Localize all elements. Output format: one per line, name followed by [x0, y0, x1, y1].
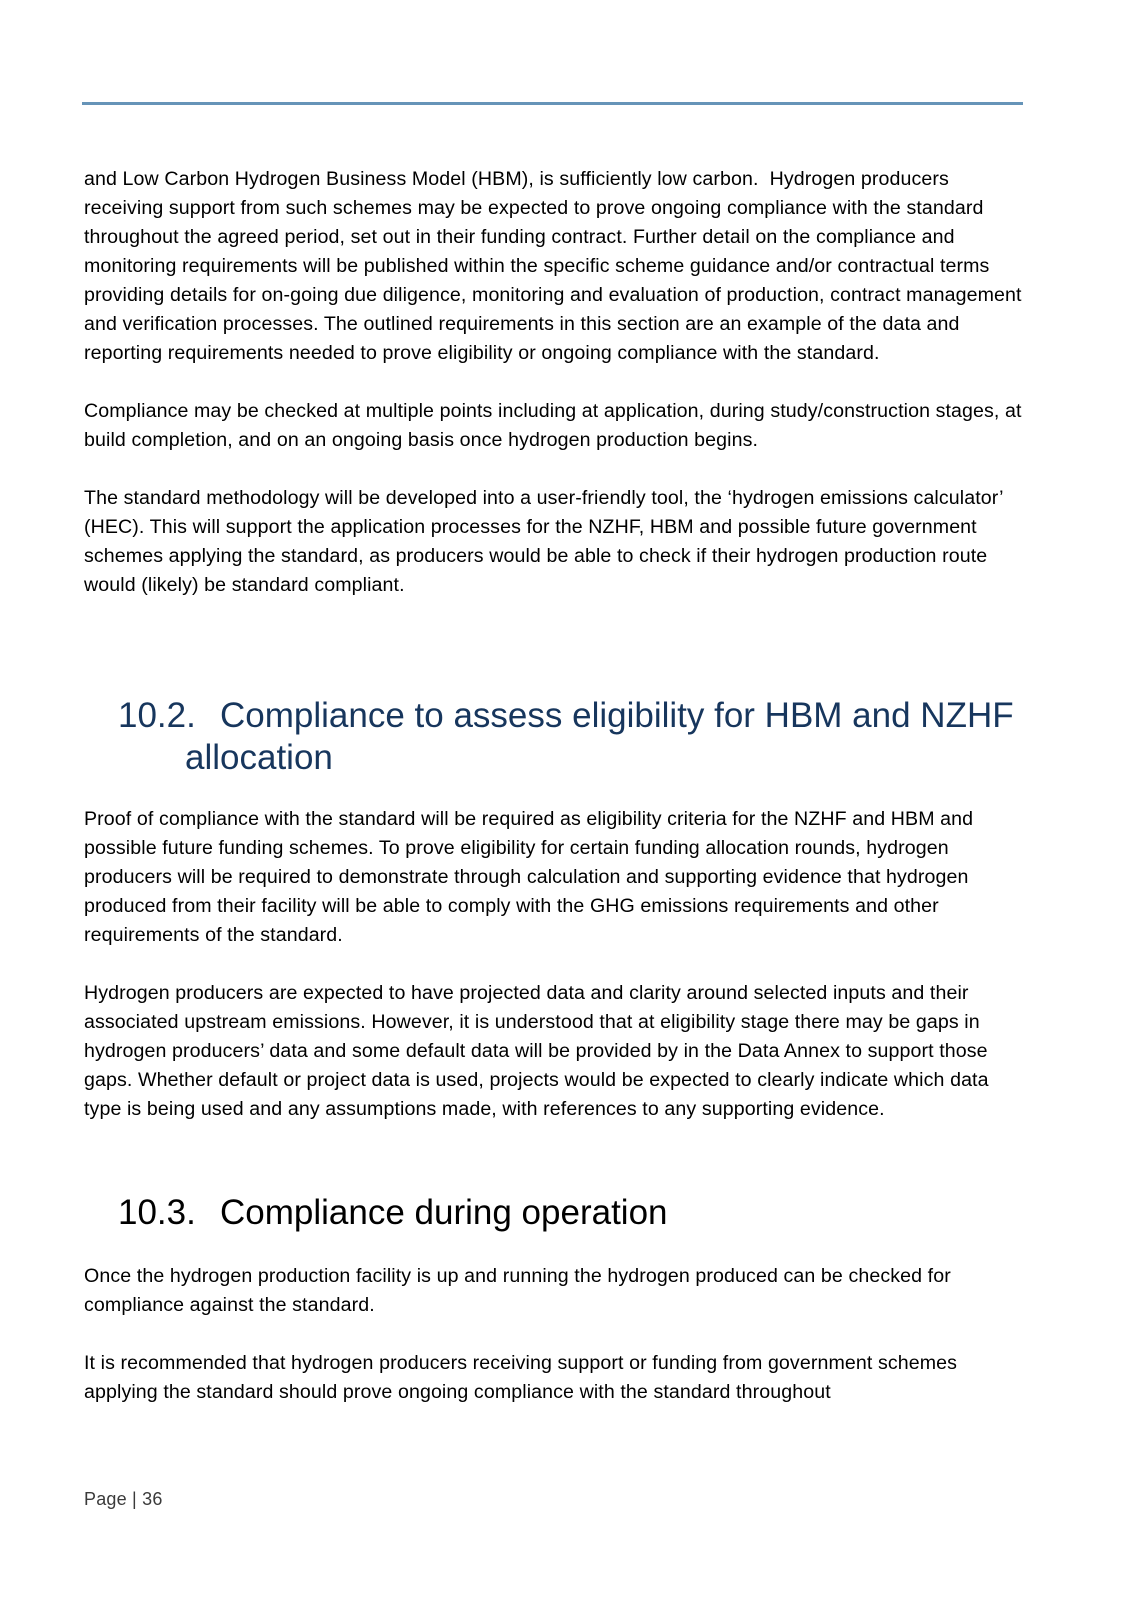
paragraph-recommended-proof: It is recommended that hydrogen producer…: [84, 1352, 963, 1403]
header-rule: [82, 102, 1023, 105]
section-10-2-number: 10.2.: [118, 696, 196, 735]
paragraph-continuation-hbm: and Low Carbon Hydrogen Business Model (…: [84, 168, 1028, 364]
paragraph-proof-of-compliance: Proof of compliance with the standard wi…: [84, 808, 979, 946]
section-10-3-heading: 10.3. Compliance during operation: [118, 1192, 1025, 1234]
paragraph-projected-data: Hydrogen producers are expected to have …: [84, 982, 995, 1120]
section-10-3-title: Compliance during operation: [220, 1193, 668, 1232]
paragraph-hec-tool: The standard methodology will be develop…: [84, 487, 1009, 596]
page-body: and Low Carbon Hydrogen Business Model (…: [84, 165, 1025, 1436]
paragraph-facility-running: Once the hydrogen production facility is…: [84, 1265, 957, 1316]
section-10-2-title: Compliance to assess eligibility for HBM…: [185, 696, 1014, 777]
section-10-2-heading: 10.2. Compliance to assess eligibility fo…: [118, 695, 1025, 779]
section-10-3-number: 10.3.: [118, 1193, 196, 1232]
paragraph-compliance-checkpoints: Compliance may be checked at multiple po…: [84, 400, 1028, 451]
page-number-footer: Page | 36: [84, 1489, 163, 1509]
